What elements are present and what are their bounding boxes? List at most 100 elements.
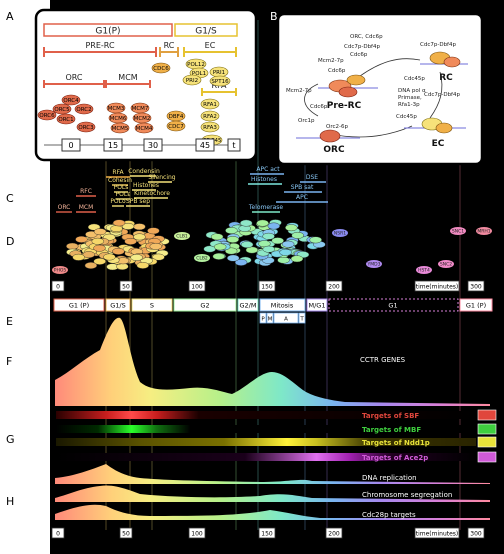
gene-ellipse (267, 222, 280, 230)
time-axis-bottom: 0 50 100 150 200 time(minutes) 300 (50, 527, 490, 539)
panel-f: CCTR GENES (55, 317, 490, 406)
panel-letters: A B C D E F G H (6, 10, 278, 508)
panel-letter-a: A (6, 10, 14, 23)
panel-h: DNA replication Chromosome segregation C… (55, 464, 490, 520)
gene-ellipse (66, 242, 79, 250)
time-tick: 100 (191, 284, 203, 291)
panel-letter-b: B (270, 10, 278, 23)
phase-label: G1/S (110, 302, 126, 310)
phase-label: M/G1 (309, 302, 326, 310)
time-tick: 200 (328, 284, 340, 291)
gene-ellipse (152, 253, 165, 261)
panel-letter-f: F (6, 355, 12, 368)
inset-a-rc-proteins: CDC6 DBF4 CDC7 (151, 62, 186, 132)
panel-c-label: APC act (256, 166, 280, 173)
track-swatch-ace2p (477, 451, 497, 463)
time-tick: 300 (470, 284, 482, 291)
subphase-label: M (268, 317, 273, 323)
panel-c-label: Kinetochore (134, 190, 170, 197)
orc-protein: ORC4 (63, 98, 79, 104)
inset-a-phase-g1s (174, 23, 238, 37)
gene-ellipse (93, 257, 106, 265)
gene-ellipse (234, 258, 248, 266)
panel-letter-h: H (6, 495, 14, 508)
gene-ellipse (225, 227, 238, 234)
mcm-protein: MCM4 (136, 126, 153, 132)
gene-label: MRH1 (477, 229, 490, 235)
gene-ellipse (290, 255, 304, 263)
orc-protein: ORC2 (76, 107, 91, 113)
inset-b-node-orc: ORC (323, 145, 345, 155)
inset-b-label: Cdc6p (350, 52, 368, 58)
gene-ellipse (271, 237, 284, 245)
ec-protein: POL12 (187, 62, 205, 68)
ec-protein: PRI2 (186, 78, 198, 84)
gene-cluster-g1s (66, 219, 170, 271)
gene-ellipse (103, 253, 116, 261)
track-label-sbf: Targets of SBF (362, 412, 419, 420)
track-swatch-ndd1p (477, 436, 497, 448)
gene-ellipse (210, 233, 224, 241)
panel-c-label: SPB sep (126, 198, 150, 205)
time-tick: 150 (261, 284, 273, 291)
gene-ellipse (72, 253, 85, 261)
track-sbf (56, 411, 476, 419)
panel-c-label: POLε (116, 191, 131, 198)
profile-cdc28p-targets (55, 504, 490, 520)
ec-protein: SPT16 (211, 79, 229, 85)
panel-c-label: Telomerase (248, 204, 283, 211)
panel-letter-e: E (6, 315, 13, 328)
ec-protein: RFA1 (203, 102, 217, 108)
time-tick: 0 (56, 531, 60, 538)
gene-ellipse (82, 251, 96, 259)
mcm-protein: MCM5 (112, 126, 129, 132)
subphase-label: A (284, 317, 288, 323)
inset-b-label: Mcm2-7p (318, 58, 344, 64)
phase-label: Mitosis (271, 302, 294, 310)
rc-protein: CDC7 (168, 124, 184, 130)
time-unit: time(minutes) (416, 284, 459, 291)
gene-ellipse (262, 245, 275, 253)
track-label: Cdc28p targets (362, 511, 416, 519)
gene-ellipse (285, 224, 298, 232)
gene-ellipse (239, 219, 253, 227)
inset-b-label: Cdc7p-Dbf4p (424, 92, 460, 98)
inset-a-ec-proteins: POL12 POL1 PRI1 PRI2 SPT16 RFA1 RFA2 RFA… (182, 58, 231, 146)
time-tick: 200 (328, 531, 340, 538)
inset-a-tick: t (232, 141, 235, 150)
panel-letter-d: D (6, 235, 14, 248)
panel-e: G1 (P) G1/S S G2 G2/M Mitosis M/G1 G1 G1… (53, 298, 493, 324)
panel-c-label: Histones (133, 182, 159, 189)
track-label: DNA replication (362, 474, 417, 482)
inset-b-label: Orc2-6p (326, 124, 348, 130)
inset-b-label: ORC, Cdc6p (350, 34, 383, 40)
gene-label: CLB1 (176, 234, 188, 240)
rc-protein: CDC6 (153, 66, 169, 72)
inset-a-tick: 30 (148, 141, 158, 150)
panel-f-title: CCTR GENES (360, 356, 406, 364)
phase-label: G2 (200, 302, 209, 310)
gene-label: HST4 (418, 268, 430, 274)
subphase-label: P (261, 317, 265, 323)
track-label-ace2p: Targets of Ace2p (362, 454, 428, 462)
orc-protein: ORC6 (39, 113, 55, 119)
panel-c-label: Condensin (128, 168, 160, 175)
track-ace2p (56, 453, 476, 461)
phase-label: S (150, 302, 154, 310)
gene-ellipse (149, 242, 163, 250)
inset-a-phase-g1s-label: G1/S (195, 27, 217, 37)
gene-ellipse (213, 243, 227, 251)
inset-b-label: Cdc45p (404, 76, 425, 82)
panel-c-label: POLs (114, 184, 129, 191)
orc-protein: ORC5 (54, 107, 70, 113)
subphase-label: T (299, 317, 304, 323)
panel-c-label: Cohesin (108, 177, 132, 184)
panel-letter-g: G (6, 433, 15, 446)
time-unit: time(minutes) (416, 531, 459, 538)
gene-ellipse (130, 254, 143, 261)
inset-b-node-ec: EC (432, 139, 445, 149)
mcm-protein: MCM3 (108, 106, 125, 112)
panel-c-label: SPB sat (291, 184, 314, 191)
inset-b-label: Cdc7p-Dbf4p (420, 42, 456, 48)
